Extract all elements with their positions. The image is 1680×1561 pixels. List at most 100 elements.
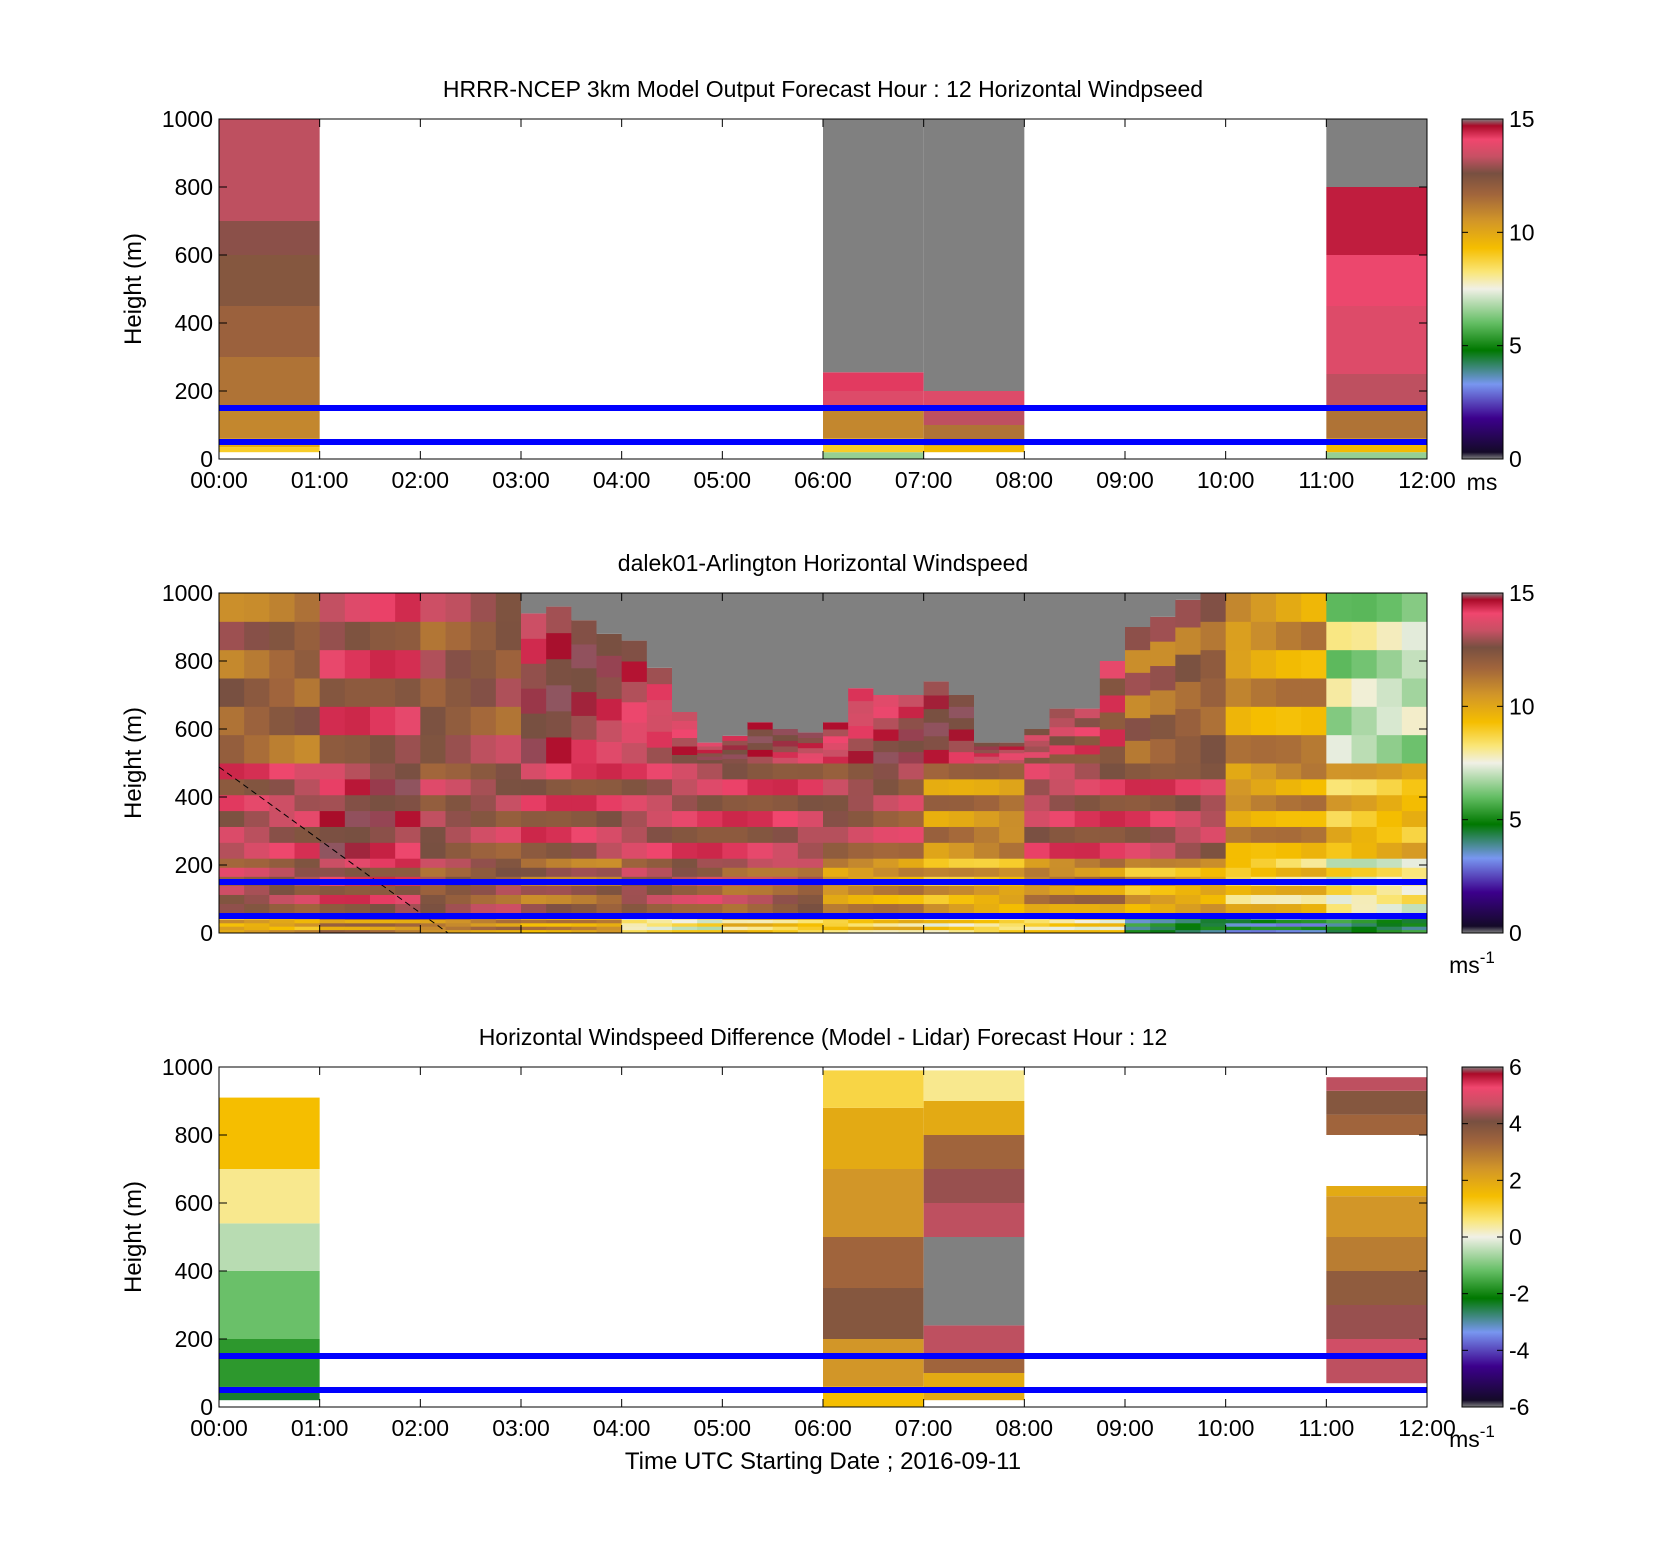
heatmap-cell: [1225, 763, 1252, 780]
heatmap-cell: [772, 858, 799, 868]
heatmap-cell: [797, 778, 824, 796]
heatmap-cell: [1250, 649, 1277, 679]
heatmap-cell: [923, 1356, 1025, 1373]
model-colorbar: 0 5 10 15 ms: [1461, 106, 1535, 495]
heatmap-cell: [395, 919, 421, 924]
heatmap-cell: [546, 810, 572, 827]
y-tick-label: 600: [175, 1190, 213, 1216]
heatmap-cell: [294, 706, 321, 736]
heatmap-cell: [370, 794, 396, 812]
heatmap-cell: [571, 826, 597, 843]
heatmap-cell: [1175, 654, 1201, 682]
heatmap-cell: [571, 922, 597, 927]
heatmap-cell: [646, 683, 673, 701]
heatmap-cell: [873, 885, 899, 895]
heatmap-cell: [1049, 894, 1076, 905]
heatmap-cell: [1301, 826, 1327, 843]
missing-data-cell: [1150, 593, 1176, 617]
heatmap-cell: [772, 885, 799, 895]
heatmap-cell: [521, 738, 547, 764]
heatmap-cell: [1351, 678, 1378, 707]
heatmap-cell: [219, 1223, 320, 1271]
heatmap-cell: [395, 858, 421, 868]
heatmap-cell: [546, 903, 572, 914]
heatmap-cell: [999, 922, 1025, 927]
heatmap-cell: [596, 826, 623, 843]
heatmap-cell: [1401, 885, 1427, 895]
heatmap-cell: [848, 700, 874, 714]
missing-data-cell: [797, 593, 824, 733]
heatmap-cell: [1125, 919, 1151, 924]
heatmap-cell: [697, 746, 723, 750]
heatmap-cell: [898, 695, 925, 707]
heatmap-cell: [370, 810, 396, 827]
heatmap-cell: [672, 919, 698, 924]
heatmap-cell: [621, 929, 648, 933]
heatmap-cell: [672, 929, 698, 933]
heatmap-cell: [445, 778, 472, 796]
heatmap-cell: [319, 678, 346, 707]
heatmap-cell: [546, 658, 572, 686]
heatmap-cell: [1401, 678, 1427, 707]
heatmap-cell: [1200, 885, 1227, 895]
heatmap-cell: [1024, 751, 1050, 758]
heatmap-cell: [1150, 926, 1176, 931]
heatmap-cell: [1200, 810, 1227, 827]
heatmap-cell: [848, 885, 874, 895]
difference-colorbar-ticks: -6 -4 -2 0 2 4 6: [1462, 1054, 1530, 1420]
heatmap-cell: [344, 929, 371, 933]
heatmap-cell: [319, 649, 346, 679]
heatmap-cell: [1099, 929, 1126, 933]
heatmap-cell: [319, 867, 346, 877]
heatmap-cell: [848, 826, 874, 843]
heatmap-cell: [848, 858, 874, 868]
heatmap-cell: [344, 649, 371, 679]
heatmap-cell: [1200, 593, 1227, 622]
heatmap-cell: [1351, 842, 1378, 859]
heatmap-cell: [823, 867, 849, 877]
heatmap-cell: [370, 929, 396, 933]
heatmap-cell: [420, 734, 446, 764]
heatmap-cell: [1376, 794, 1403, 812]
heatmap-cell: [1150, 665, 1176, 691]
heatmap-cell: [898, 729, 925, 741]
heatmap-cell: [294, 903, 321, 914]
heatmap-cell: [1276, 706, 1302, 736]
heatmap-cell: [974, 842, 1000, 859]
heatmap-cell: [923, 1237, 1025, 1326]
missing-data-cell: [772, 593, 799, 729]
heatmap-cell: [1225, 678, 1252, 707]
heatmap-cell: [923, 722, 950, 737]
heatmap-cell: [1326, 374, 1427, 408]
heatmap-cell: [848, 919, 874, 924]
heatmap-cell: [1125, 695, 1151, 719]
heatmap-cell: [546, 826, 572, 843]
heatmap-cell: [747, 867, 774, 877]
heatmap-cell: [1125, 794, 1151, 812]
heatmap-cell: [1326, 1077, 1427, 1091]
model-y-axis-label: Height (m): [120, 233, 147, 345]
heatmap-cell: [1150, 616, 1176, 642]
model-windspeed-panel: HRRR-NCEP 3km Model Output Forecast Hour…: [120, 76, 1535, 495]
heatmap-cell: [219, 649, 245, 679]
x-tick-label: 06:00: [794, 467, 852, 493]
heatmap-cell: [344, 903, 371, 914]
heatmap-cell: [294, 919, 321, 924]
heatmap-cell: [319, 919, 346, 924]
heatmap-cell: [571, 858, 597, 868]
heatmap-cell: [898, 751, 925, 764]
heatmap-cell: [747, 929, 774, 933]
heatmap-cell: [319, 794, 346, 812]
heatmap-cell: [1099, 885, 1126, 895]
heatmap-cell: [999, 742, 1025, 747]
heatmap-cell: [1326, 187, 1427, 255]
heatmap-cell: [244, 593, 270, 622]
heatmap-cell: [923, 1325, 1025, 1356]
heatmap-cell: [873, 894, 899, 905]
missing-data-cell: [848, 593, 874, 689]
heatmap-cell: [1301, 734, 1327, 764]
heatmap-cell: [672, 720, 698, 730]
heatmap-cell: [1150, 794, 1176, 812]
heatmap-cell: [1250, 810, 1277, 827]
heatmap-cell: [1099, 867, 1126, 877]
